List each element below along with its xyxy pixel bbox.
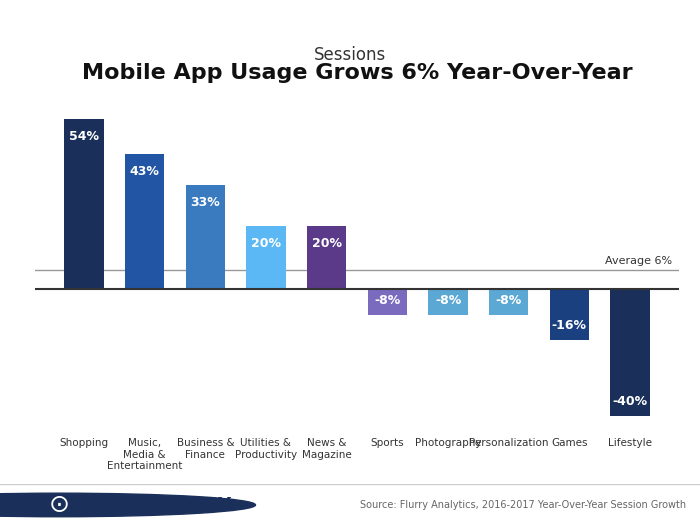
Title: Mobile App Usage Grows 6% Year-Over-Year: Mobile App Usage Grows 6% Year-Over-Year — [82, 63, 632, 83]
Text: -40%: -40% — [612, 394, 648, 408]
Text: 43%: 43% — [130, 165, 160, 178]
Text: ⊙: ⊙ — [49, 493, 70, 517]
Circle shape — [0, 493, 256, 517]
Text: 33%: 33% — [190, 196, 220, 209]
Text: 20%: 20% — [251, 237, 281, 250]
Text: 54%: 54% — [69, 130, 99, 143]
Bar — [125, 154, 164, 289]
Text: -8%: -8% — [374, 294, 400, 307]
Text: -8%: -8% — [435, 294, 461, 307]
Text: Source: Flurry Analytics, 2016-2017 Year-Over-Year Session Growth: Source: Flurry Analytics, 2016-2017 Year… — [360, 500, 686, 510]
Bar — [489, 289, 528, 315]
Bar — [368, 289, 407, 315]
Bar — [428, 289, 468, 315]
Bar — [246, 226, 286, 289]
Text: 20%: 20% — [312, 237, 342, 250]
Bar — [64, 119, 104, 289]
Bar — [186, 185, 225, 289]
Text: FLURRY: FLURRY — [154, 496, 231, 514]
Bar — [610, 289, 650, 416]
Text: Sessions: Sessions — [314, 46, 386, 64]
Text: Average 6%: Average 6% — [606, 256, 673, 266]
Text: -8%: -8% — [496, 294, 522, 307]
Bar — [550, 289, 589, 340]
Bar — [307, 226, 346, 289]
Text: -16%: -16% — [552, 319, 587, 332]
